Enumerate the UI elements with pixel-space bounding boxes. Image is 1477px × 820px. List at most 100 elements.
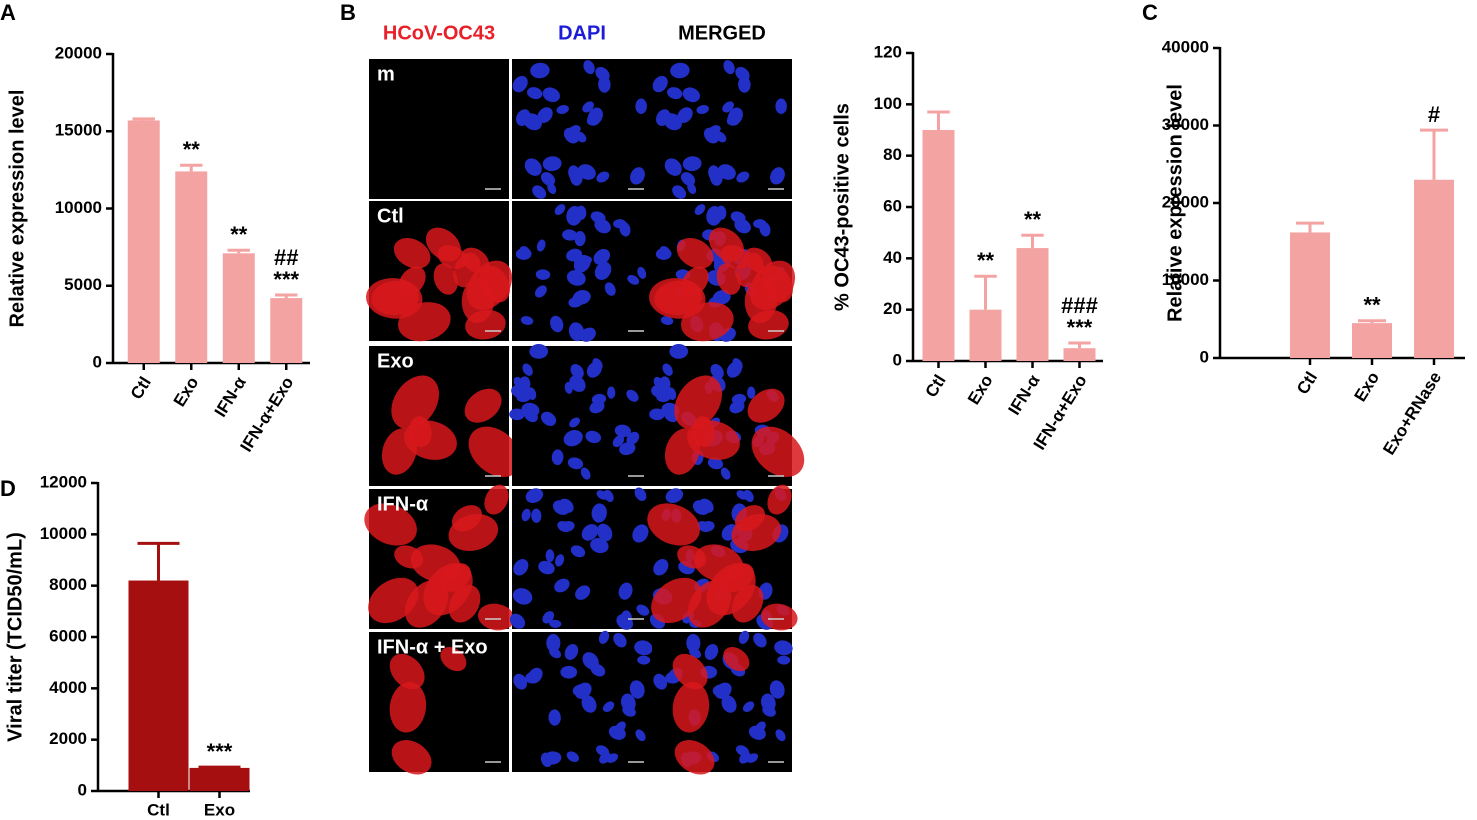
nucleus bbox=[761, 693, 776, 712]
infected-cell bbox=[381, 428, 417, 475]
nucleus bbox=[680, 172, 696, 186]
nucleus bbox=[593, 249, 611, 265]
nucleus bbox=[563, 430, 583, 447]
nucleus bbox=[550, 315, 564, 333]
panel-label: B bbox=[340, 0, 356, 25]
micrograph bbox=[509, 487, 652, 630]
nucleus bbox=[551, 449, 564, 466]
nucleus bbox=[662, 363, 673, 376]
infected-cell bbox=[767, 484, 792, 515]
y-tick-label: 60 bbox=[883, 196, 902, 215]
nucleus bbox=[532, 64, 546, 74]
nucleus bbox=[566, 205, 583, 226]
nucleus bbox=[512, 75, 528, 93]
nucleus bbox=[575, 585, 591, 600]
x-tick-label: Ctl bbox=[1293, 368, 1321, 397]
infected-cell bbox=[734, 505, 765, 532]
infected-cell bbox=[674, 740, 715, 775]
nucleus bbox=[536, 239, 546, 252]
y-tick-label: 20000 bbox=[1162, 192, 1209, 211]
row-label: m bbox=[377, 63, 395, 85]
nucleus bbox=[560, 665, 578, 679]
y-tick-label: 30000 bbox=[1162, 115, 1209, 134]
nucleus bbox=[521, 402, 540, 418]
y-tick-label: 5000 bbox=[64, 275, 102, 294]
significance: ** bbox=[183, 137, 201, 162]
row-label: Exo bbox=[377, 350, 414, 372]
nucleus bbox=[544, 751, 562, 765]
nucleus bbox=[540, 172, 556, 186]
nucleus bbox=[729, 400, 745, 414]
nucleus bbox=[743, 489, 754, 502]
bar bbox=[1290, 232, 1330, 358]
nucleus bbox=[658, 376, 671, 393]
y-axis-label: Viral titer (TCID50/mL) bbox=[4, 532, 26, 742]
nucleus bbox=[742, 701, 755, 713]
y-tick-label: 10000 bbox=[1162, 270, 1209, 289]
nucleus bbox=[585, 430, 602, 444]
micrograph bbox=[652, 59, 792, 199]
y-axis-label: Relative expression level bbox=[1164, 84, 1186, 322]
nucleus bbox=[706, 205, 723, 226]
micrograph bbox=[369, 346, 522, 486]
infected-cell bbox=[389, 681, 427, 733]
nucleus bbox=[516, 109, 531, 126]
nucleus bbox=[583, 60, 595, 75]
nucleus bbox=[769, 680, 785, 699]
nucleus bbox=[738, 76, 751, 93]
infected-cell bbox=[693, 544, 744, 583]
nucleus bbox=[569, 375, 586, 392]
bar bbox=[922, 130, 955, 361]
nucleus bbox=[686, 633, 701, 653]
nucleus bbox=[573, 254, 591, 273]
nucleus bbox=[746, 753, 759, 763]
significance: ### bbox=[1061, 293, 1098, 318]
nucleus bbox=[540, 411, 557, 426]
nucleus bbox=[614, 424, 631, 438]
row-label: IFN-α + Exo bbox=[377, 636, 488, 658]
infected-cell bbox=[674, 375, 723, 430]
y-axis-label: Relative expression level bbox=[6, 90, 28, 328]
nucleus bbox=[707, 457, 724, 470]
nucleus bbox=[513, 673, 528, 690]
nucleus bbox=[579, 327, 596, 342]
nucleus bbox=[524, 158, 542, 176]
nucleus bbox=[653, 673, 668, 690]
nucleus bbox=[574, 230, 586, 247]
nucleus bbox=[548, 709, 561, 726]
bar bbox=[128, 580, 189, 791]
significance: *** bbox=[273, 267, 299, 292]
nucleus bbox=[738, 630, 750, 644]
micrograph bbox=[512, 59, 652, 199]
nucleus bbox=[547, 182, 557, 195]
nucleus bbox=[564, 643, 579, 660]
significance: *** bbox=[207, 739, 233, 764]
bar bbox=[270, 298, 303, 363]
infected-cell bbox=[461, 277, 495, 323]
nucleus bbox=[672, 185, 687, 199]
nucleus bbox=[613, 632, 627, 648]
y-tick-label: 15000 bbox=[55, 121, 102, 140]
infected-cell bbox=[464, 388, 502, 423]
infected-cell bbox=[484, 484, 509, 515]
nucleus bbox=[608, 725, 626, 740]
nucleus bbox=[635, 729, 646, 742]
nucleus bbox=[529, 344, 549, 359]
nucleus bbox=[509, 408, 525, 421]
nucleus bbox=[720, 467, 731, 480]
bar bbox=[175, 171, 208, 363]
nucleus bbox=[531, 508, 542, 523]
y-tick-label: 0 bbox=[893, 350, 902, 369]
nucleus bbox=[606, 753, 619, 763]
nucleus bbox=[649, 408, 665, 421]
nucleus bbox=[753, 632, 767, 648]
nucleus bbox=[527, 667, 543, 684]
nucleus bbox=[569, 417, 580, 428]
nucleus bbox=[722, 101, 734, 113]
infected-cell bbox=[451, 505, 482, 532]
micrograph bbox=[369, 632, 509, 775]
nucleus bbox=[590, 537, 609, 554]
bar bbox=[127, 120, 160, 363]
y-axis-label: % OC43-positive cells bbox=[831, 103, 853, 311]
nucleus bbox=[712, 684, 729, 697]
